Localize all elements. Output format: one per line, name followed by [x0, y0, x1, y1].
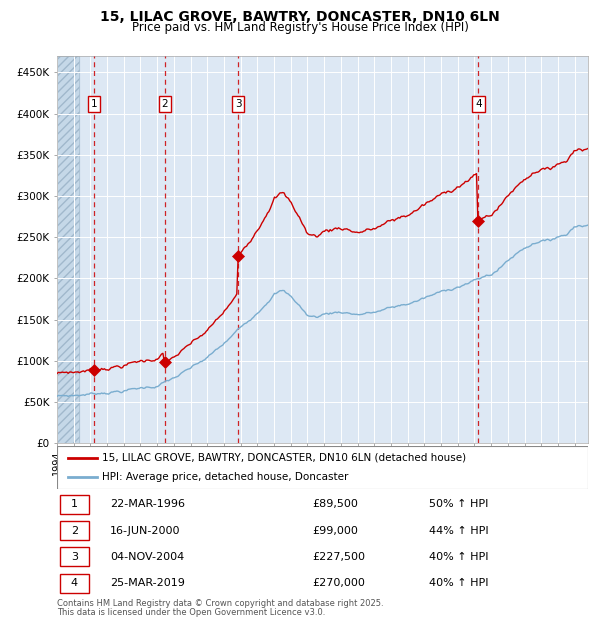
- Text: 04-NOV-2004: 04-NOV-2004: [110, 552, 184, 562]
- Text: Contains HM Land Registry data © Crown copyright and database right 2025.: Contains HM Land Registry data © Crown c…: [57, 600, 383, 608]
- Text: £227,500: £227,500: [312, 552, 365, 562]
- Bar: [57, 56, 79, 443]
- Text: 15, LILAC GROVE, BAWTRY, DONCASTER, DN10 6LN: 15, LILAC GROVE, BAWTRY, DONCASTER, DN10…: [100, 11, 500, 24]
- Text: £270,000: £270,000: [312, 578, 365, 588]
- FancyBboxPatch shape: [59, 547, 89, 567]
- Text: HPI: Average price, detached house, Doncaster: HPI: Average price, detached house, Donc…: [102, 472, 349, 482]
- Text: 16-JUN-2000: 16-JUN-2000: [110, 526, 181, 536]
- Text: 40% ↑ HPI: 40% ↑ HPI: [428, 552, 488, 562]
- Text: 4: 4: [71, 578, 78, 588]
- Text: Price paid vs. HM Land Registry's House Price Index (HPI): Price paid vs. HM Land Registry's House …: [131, 22, 469, 34]
- FancyBboxPatch shape: [59, 574, 89, 593]
- Text: £99,000: £99,000: [312, 526, 358, 536]
- FancyBboxPatch shape: [59, 495, 89, 514]
- Text: 3: 3: [235, 99, 241, 109]
- Text: £89,500: £89,500: [312, 499, 358, 509]
- FancyBboxPatch shape: [59, 521, 89, 540]
- Text: 44% ↑ HPI: 44% ↑ HPI: [428, 526, 488, 536]
- Text: 1: 1: [91, 99, 97, 109]
- Text: 2: 2: [161, 99, 168, 109]
- Text: 40% ↑ HPI: 40% ↑ HPI: [428, 578, 488, 588]
- Text: 4: 4: [475, 99, 482, 109]
- Bar: [57, 56, 79, 443]
- Text: 3: 3: [71, 552, 78, 562]
- Text: 1: 1: [71, 499, 78, 509]
- Text: 2: 2: [71, 526, 78, 536]
- Text: 25-MAR-2019: 25-MAR-2019: [110, 578, 185, 588]
- Text: 50% ↑ HPI: 50% ↑ HPI: [428, 499, 488, 509]
- Text: This data is licensed under the Open Government Licence v3.0.: This data is licensed under the Open Gov…: [57, 608, 325, 617]
- Text: 22-MAR-1996: 22-MAR-1996: [110, 499, 185, 509]
- Text: 15, LILAC GROVE, BAWTRY, DONCASTER, DN10 6LN (detached house): 15, LILAC GROVE, BAWTRY, DONCASTER, DN10…: [102, 453, 466, 463]
- FancyBboxPatch shape: [57, 446, 588, 489]
